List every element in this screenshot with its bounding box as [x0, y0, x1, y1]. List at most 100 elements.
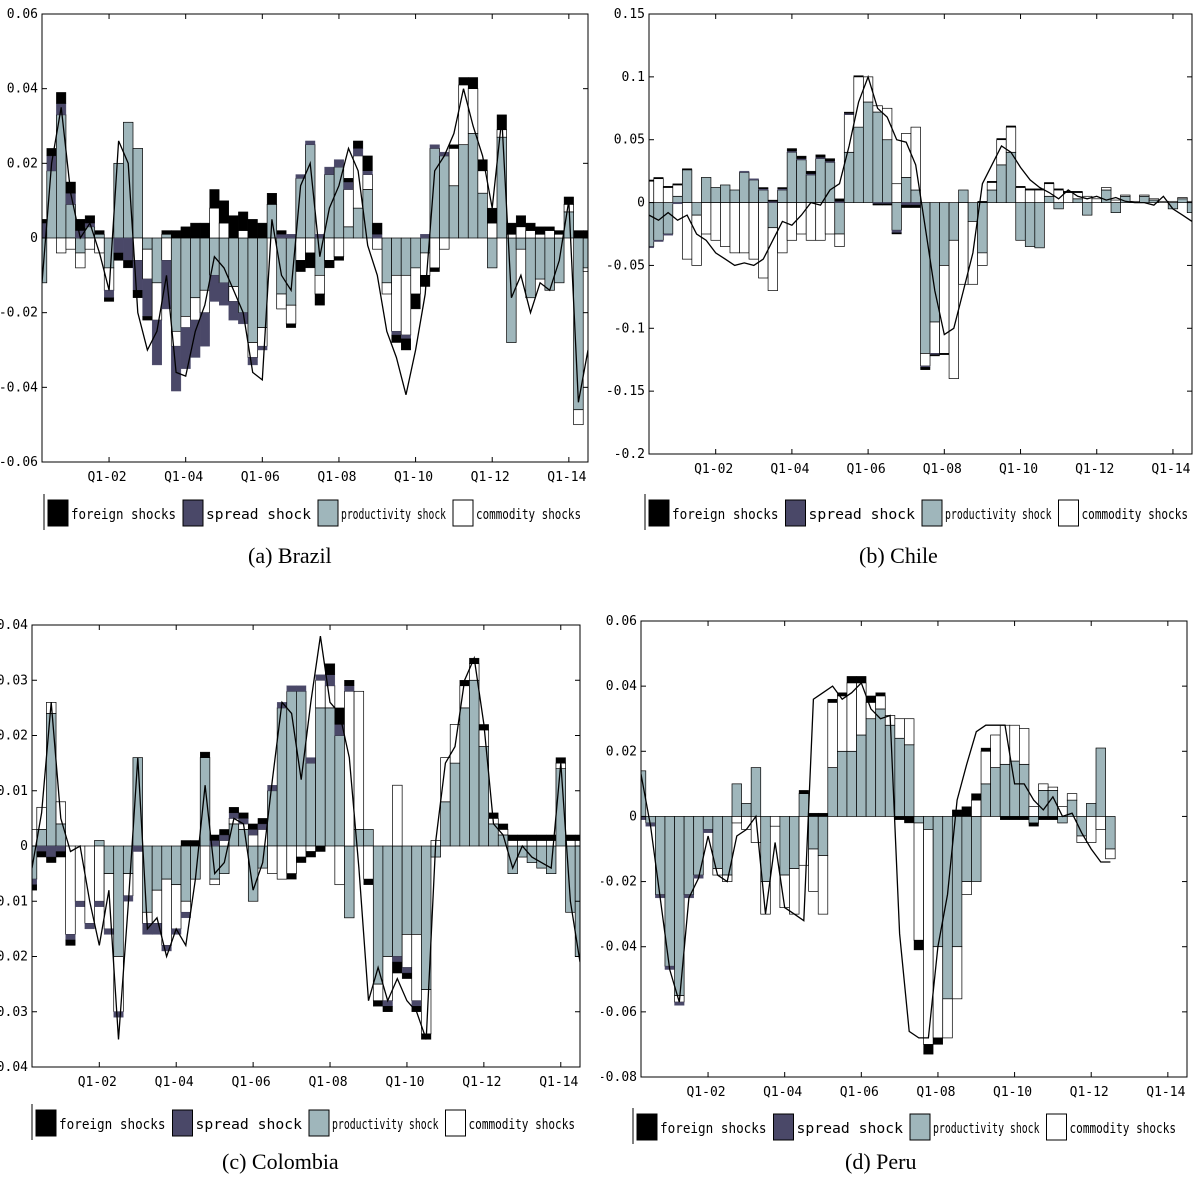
bar-spread-shock [411, 1000, 422, 1007]
bar-commodity-shocks [1177, 197, 1188, 200]
bar-productivity-shock [1034, 202, 1045, 249]
bar-productivity-shock [1005, 151, 1017, 203]
bar-productivity-shock [534, 237, 546, 280]
bar-productivity-shock [526, 845, 538, 863]
bar-commodity-shocks [362, 174, 373, 190]
bar-foreign-shocks [1053, 188, 1064, 191]
legend-swatch-productivity-shock [317, 499, 339, 527]
bar-productivity-shock [477, 192, 488, 239]
bar-productivity-shock [731, 783, 742, 817]
bar-spread-shock [238, 818, 249, 825]
bar-commodity-shocks [827, 702, 838, 768]
bar-productivity-shock [392, 845, 403, 957]
bar-foreign-shocks [796, 155, 807, 159]
bar-spread-shock [228, 812, 239, 819]
bar-productivity-shock [401, 845, 413, 935]
bar-commodity-shocks [882, 107, 893, 141]
bar-commodity-shocks [573, 409, 584, 426]
bar-commodity-shocks [834, 233, 845, 247]
bar-productivity-shock [789, 816, 800, 869]
bar-commodity-shocks [1086, 816, 1097, 843]
bar-foreign-shocks [56, 92, 67, 104]
bar-productivity-shock [1053, 202, 1064, 210]
plot-frame [640, 620, 1188, 1078]
bar-spread-shock [161, 260, 172, 310]
y-tick-label: -0.04 [0, 1060, 28, 1075]
bar-commodity-shocks [324, 237, 335, 261]
bar-foreign-shocks [477, 159, 488, 172]
bar-productivity-shock [458, 144, 469, 239]
bar-spread-shock [209, 275, 220, 302]
bar-foreign-shocks [142, 316, 153, 321]
bar-productivity-shock [808, 816, 819, 850]
bar-foreign-shocks [344, 680, 355, 686]
bar-commodity-shocks [815, 202, 826, 241]
y-tick-label: -0.1 [614, 321, 645, 336]
bar-productivity-shock [247, 237, 258, 343]
bar-foreign-shocks [1019, 816, 1030, 820]
bar-foreign-shocks [295, 260, 306, 272]
bar-commodity-shocks [487, 222, 498, 239]
bar-spread-shock [401, 967, 412, 974]
y-tick-label: 0 [629, 809, 637, 824]
bar-productivity-shock [786, 151, 798, 203]
bar-productivity-shock [996, 164, 1007, 203]
y-tick-label: 0.06 [606, 614, 637, 629]
bar-commodity-shocks [458, 84, 469, 146]
bar-spread-shock [132, 845, 143, 852]
bar-commodity-shocks [296, 845, 307, 858]
bar-productivity-shock [760, 816, 771, 882]
bar-productivity-shock [999, 763, 1011, 817]
bar-foreign-shocks [113, 252, 124, 261]
bar-productivity-shock [334, 735, 345, 847]
bar-productivity-shock [741, 803, 752, 817]
bar-commodity-shocks [65, 845, 76, 935]
legend-swatch-spread-shock [172, 1109, 193, 1137]
bar-commodity-shocks [515, 226, 527, 239]
legend-swatch-commodity-shocks [1046, 1113, 1067, 1141]
bar-foreign-shocks [498, 823, 509, 830]
bar-productivity-shock [1082, 202, 1093, 216]
legend-label-spread-shock: spread shock [196, 1117, 303, 1133]
bar-productivity-shock [199, 757, 211, 847]
x-tick-label: Q1-14 [539, 1075, 578, 1090]
bar-spread-shock [32, 878, 38, 885]
bar-foreign-shocks [94, 230, 105, 235]
bar-commodity-shocks [1066, 793, 1078, 801]
bar-productivity-shock [344, 845, 355, 919]
x-tick-label: Q1-04 [770, 462, 809, 477]
bar-commodity-shocks [824, 202, 836, 235]
bar-commodity-shocks [507, 840, 518, 847]
y-tick-label: 0 [20, 839, 28, 854]
bar-commodity-shocks [961, 881, 972, 895]
bar-productivity-shock [247, 845, 259, 902]
bar-commodity-shocks [546, 840, 557, 847]
bar-spread-shock [36, 845, 47, 852]
legend-chile: foreign shocks spread shock productivity s… [644, 494, 1188, 530]
x-tick-label: Q1-04 [155, 1075, 194, 1090]
bar-foreign-shocks [228, 215, 239, 239]
bar-foreign-shocks [808, 812, 819, 817]
bar-spread-shock [113, 237, 124, 254]
x-tick-label: Q1-14 [547, 470, 586, 485]
y-tick-label: -0.02 [0, 950, 28, 965]
x-tick-label: Q1-14 [1151, 462, 1190, 477]
bar-foreign-shocks [123, 260, 134, 269]
bar-foreign-shocks [815, 154, 826, 158]
bar-foreign-shocks [343, 178, 354, 183]
bar-productivity-shock [276, 237, 287, 295]
bar-commodity-shocks [729, 202, 740, 254]
bar-foreign-shocks [324, 260, 335, 269]
bar-commodity-shocks [1009, 724, 1020, 762]
bar-spread-shock [305, 757, 316, 764]
bar-foreign-shocks [363, 878, 374, 885]
bar-commodity-shocks [84, 237, 96, 250]
bar-foreign-shocks [525, 222, 536, 231]
bar-foreign-shocks [1000, 816, 1010, 820]
bar-foreign-shocks [46, 148, 57, 157]
bar-productivity-shock [546, 845, 557, 874]
bar-productivity-shock [362, 189, 373, 239]
legend-swatch-commodity-shocks [452, 499, 474, 527]
bar-commodity-shocks [65, 237, 76, 250]
bar-commodity-shocks [161, 237, 172, 261]
